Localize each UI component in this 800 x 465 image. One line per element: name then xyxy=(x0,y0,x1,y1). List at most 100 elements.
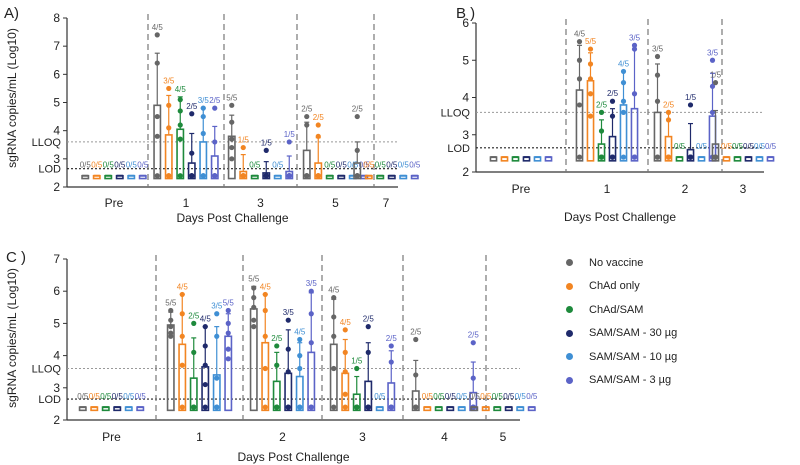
data-point xyxy=(179,333,185,339)
fraction-label: 5/5 xyxy=(585,37,597,46)
fraction-label: 0/5 xyxy=(469,392,481,401)
lloq-label: LLOQ xyxy=(32,363,62,375)
fraction-label: 1/5 xyxy=(238,136,250,145)
data-point xyxy=(285,404,291,410)
data-point xyxy=(609,98,616,104)
data-point xyxy=(191,320,197,326)
fraction-label: 4/5 xyxy=(260,282,272,291)
data-point xyxy=(202,362,208,368)
data-point xyxy=(262,404,268,410)
data-point xyxy=(154,113,160,120)
data-point xyxy=(631,42,638,48)
data-point xyxy=(191,349,197,355)
fraction-label: 1/5 xyxy=(685,93,697,102)
data-point xyxy=(200,130,206,137)
data-point xyxy=(576,102,583,108)
data-point xyxy=(665,117,672,123)
y-tick-label: 6 xyxy=(53,284,60,298)
data-point xyxy=(631,154,638,160)
data-point xyxy=(365,349,371,355)
x-tick-label: 2 xyxy=(279,430,286,444)
legend-dot xyxy=(566,259,573,267)
fraction-label: 0/5 xyxy=(422,392,434,401)
fraction-label: 2/5 xyxy=(209,96,221,105)
fraction-label: 0/5 xyxy=(765,142,777,151)
data-point xyxy=(587,113,594,119)
fraction-label: 1/5 xyxy=(261,138,273,147)
data-point xyxy=(620,68,627,75)
x-tick-label: 3 xyxy=(740,182,747,196)
fraction-label: 0/5 xyxy=(398,161,410,170)
data-point xyxy=(166,102,172,108)
data-point xyxy=(225,356,231,362)
data-point xyxy=(154,60,160,66)
fraction-label: 3/5 xyxy=(707,48,719,57)
data-point xyxy=(166,85,172,92)
data-point xyxy=(654,154,661,160)
legend-label: SAM/SAM - 3 µg xyxy=(589,374,672,387)
data-point xyxy=(609,113,616,119)
fraction-label: 0/5 xyxy=(433,392,445,401)
data-point xyxy=(214,311,220,317)
fraction-label: 0/5 xyxy=(674,142,686,151)
data-point xyxy=(665,109,672,115)
legend-item-chad-sam: ChAd/SAM xyxy=(566,298,677,322)
data-point xyxy=(202,343,208,349)
data-point xyxy=(168,324,174,330)
panel-label: C ) xyxy=(6,249,26,266)
x-tick-label: 1 xyxy=(196,430,203,444)
data-point xyxy=(342,327,348,333)
data-point xyxy=(285,317,291,323)
data-point xyxy=(687,102,694,108)
fraction-label: 4/5 xyxy=(618,59,630,68)
data-point xyxy=(177,173,183,179)
data-point xyxy=(251,285,257,291)
data-point xyxy=(262,307,268,314)
y-tick-label: 2 xyxy=(53,180,60,194)
y-tick-label: 3 xyxy=(53,152,60,166)
fraction-label: 2/5 xyxy=(410,328,422,337)
bar xyxy=(261,341,270,412)
legend-label: No vaccine xyxy=(589,256,644,269)
x-tick-label: 5 xyxy=(500,430,507,444)
fraction-label: 2/5 xyxy=(186,102,198,111)
fraction-label: 0/5 xyxy=(123,392,135,401)
data-point xyxy=(388,343,394,349)
fraction-label: 0/5 xyxy=(409,161,421,170)
x-tick-label: 1 xyxy=(183,196,190,210)
data-point xyxy=(212,105,218,111)
fraction-label: 5/5 xyxy=(223,299,235,308)
data-point xyxy=(251,317,257,323)
x-tick-label: Pre xyxy=(102,430,121,444)
fraction-label: 2/5 xyxy=(352,105,364,114)
legend-label: SAM/SAM - 10 µg xyxy=(589,350,678,363)
x-tick-label: 7 xyxy=(383,196,390,210)
y-tick-label: 6 xyxy=(462,16,469,30)
data-point xyxy=(576,39,583,45)
data-point xyxy=(189,173,195,179)
data-point xyxy=(202,381,208,388)
fraction-label: 3/5 xyxy=(283,308,295,317)
data-point xyxy=(240,173,246,179)
data-point xyxy=(712,154,719,160)
fraction-label: 3/5 xyxy=(629,33,641,42)
data-point xyxy=(297,404,303,410)
data-point xyxy=(354,173,360,179)
data-point xyxy=(263,173,269,179)
fraction-label: 0/5 xyxy=(503,392,515,401)
data-point xyxy=(229,156,235,162)
data-point xyxy=(263,147,269,153)
fraction-label: 0/5 xyxy=(732,142,744,151)
data-point xyxy=(229,102,235,108)
data-point xyxy=(286,139,292,145)
x-tick-label: Pre xyxy=(105,196,124,210)
data-point xyxy=(576,57,583,63)
data-point xyxy=(354,365,360,372)
x-tick-label: Pre xyxy=(512,182,531,196)
data-point xyxy=(262,291,268,298)
data-point xyxy=(177,97,183,103)
fraction-label: 0/5 xyxy=(114,161,126,170)
fraction-label: 2/5 xyxy=(386,334,398,343)
y-tick-label: 6 xyxy=(53,67,60,81)
bar xyxy=(178,343,187,412)
